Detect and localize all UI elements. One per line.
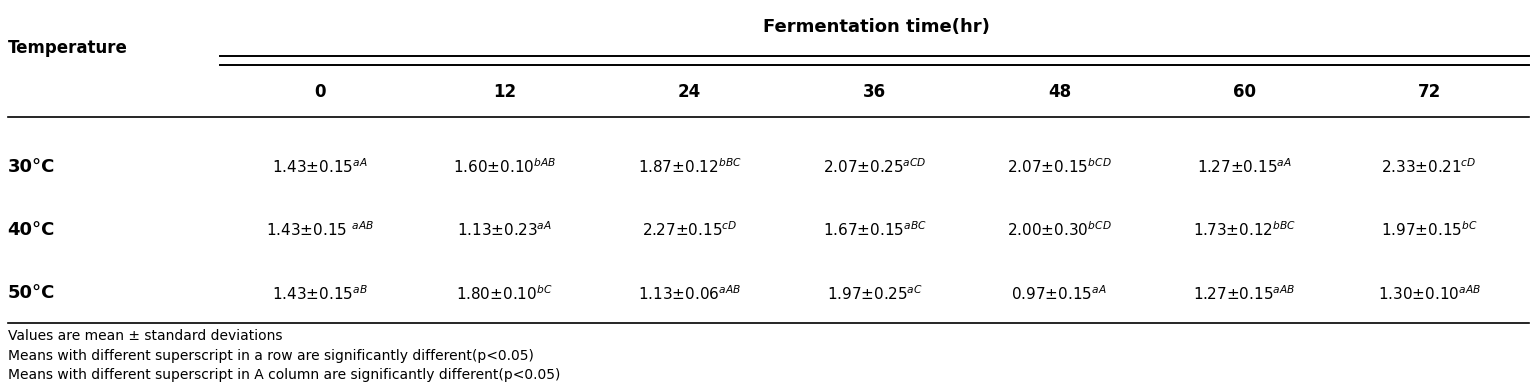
- Text: 2.07±0.25$^{aCD}$: 2.07±0.25$^{aCD}$: [822, 157, 927, 176]
- Text: 1.43±0.15 $^{aAB}$: 1.43±0.15 $^{aAB}$: [266, 221, 373, 240]
- Text: 1.43±0.15$^{aA}$: 1.43±0.15$^{aA}$: [272, 157, 367, 176]
- Text: 1.43±0.15$^{aB}$: 1.43±0.15$^{aB}$: [272, 284, 367, 303]
- Text: 60: 60: [1233, 83, 1256, 101]
- Text: Means with different superscript in a row are significantly different(p<0.05): Means with different superscript in a ro…: [8, 349, 533, 362]
- Text: 40°C: 40°C: [8, 221, 55, 239]
- Text: 50°C: 50°C: [8, 285, 55, 302]
- Text: 1.97±0.15$^{bC}$: 1.97±0.15$^{bC}$: [1380, 221, 1477, 240]
- Text: 1.27±0.15$^{aAB}$: 1.27±0.15$^{aAB}$: [1193, 284, 1296, 303]
- Text: 0.97±0.15$^{aA}$: 0.97±0.15$^{aA}$: [1011, 284, 1107, 303]
- Text: 0: 0: [314, 83, 326, 101]
- Text: 2.00±0.30$^{bCD}$: 2.00±0.30$^{bCD}$: [1007, 221, 1111, 240]
- Text: 1.67±0.15$^{aBC}$: 1.67±0.15$^{aBC}$: [822, 221, 927, 240]
- Text: 30°C: 30°C: [8, 158, 55, 176]
- Text: 1.30±0.10$^{aAB}$: 1.30±0.10$^{aAB}$: [1377, 284, 1480, 303]
- Text: 1.27±0.15$^{aA}$: 1.27±0.15$^{aA}$: [1197, 157, 1291, 176]
- Text: Means with different superscript in A column are significantly different(p<0.05): Means with different superscript in A co…: [8, 368, 559, 382]
- Text: 1.73±0.12$^{bBC}$: 1.73±0.12$^{bBC}$: [1193, 221, 1296, 240]
- Text: 48: 48: [1048, 83, 1071, 101]
- Text: 12: 12: [493, 83, 516, 101]
- Text: 1.80±0.10$^{bC}$: 1.80±0.10$^{bC}$: [456, 284, 553, 303]
- Text: Values are mean ± standard deviations: Values are mean ± standard deviations: [8, 329, 283, 343]
- Text: 2.33±0.21$^{cD}$: 2.33±0.21$^{cD}$: [1382, 157, 1477, 176]
- Text: 2.27±0.15$^{cD}$: 2.27±0.15$^{cD}$: [642, 221, 738, 240]
- Text: Fermentation time(hr): Fermentation time(hr): [762, 18, 990, 36]
- Text: 2.07±0.15$^{bCD}$: 2.07±0.15$^{bCD}$: [1007, 157, 1111, 176]
- Text: 72: 72: [1417, 83, 1440, 101]
- Text: 24: 24: [678, 83, 701, 101]
- Text: 1.13±0.23$^{aA}$: 1.13±0.23$^{aA}$: [458, 221, 552, 240]
- Text: Temperature: Temperature: [8, 39, 128, 57]
- Text: 1.97±0.25$^{aC}$: 1.97±0.25$^{aC}$: [827, 284, 922, 303]
- Text: 36: 36: [862, 83, 887, 101]
- Text: 1.13±0.06$^{aAB}$: 1.13±0.06$^{aAB}$: [638, 284, 741, 303]
- Text: 1.87±0.12$^{bBC}$: 1.87±0.12$^{bBC}$: [638, 157, 742, 176]
- Text: 1.60±0.10$^{bAB}$: 1.60±0.10$^{bAB}$: [453, 157, 556, 176]
